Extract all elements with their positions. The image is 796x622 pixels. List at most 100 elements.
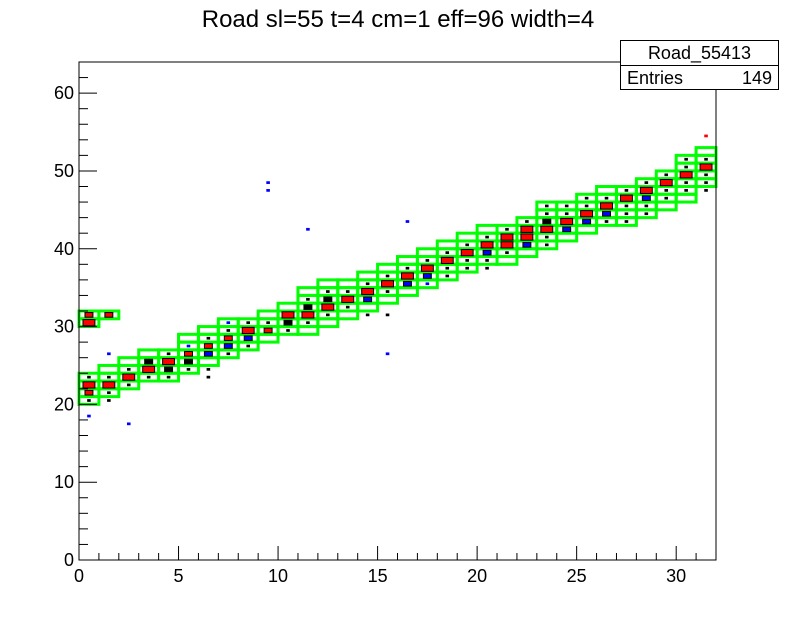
hit-cell [425,282,430,286]
hit-cell [365,282,370,286]
hit-cell [405,266,410,270]
x-tick-label: 5 [174,566,184,586]
x-tick-label: 0 [74,566,84,586]
hit-cell [301,311,315,319]
hit-cell [624,204,629,208]
hit-cell [684,181,688,184]
hit-cell [283,319,293,326]
hit-cell [664,189,669,192]
stats-name: Road_55413 [621,41,778,66]
hit-cell [87,375,91,379]
hit-cell [485,235,489,239]
hit-cell [659,178,673,187]
hit-cell [522,242,532,248]
hit-cell [226,329,231,332]
hit-cell [465,266,469,270]
road-box [97,309,121,321]
hit-cell [226,321,231,325]
hit-cell [639,186,653,195]
hit-cell [184,350,193,357]
x-tick-label: 25 [567,566,587,586]
road-box [97,363,121,375]
hit-cell [306,321,310,325]
hit-cell [624,212,629,216]
hit-cell [584,204,589,208]
hit-cell [562,226,572,233]
hit-cell [286,329,290,332]
hit-cell [644,181,649,184]
hit-cell [460,249,474,257]
hit-cell [402,280,412,287]
y-tick-label: 40 [54,239,74,259]
hit-cell [602,210,611,217]
hit-cell [361,287,375,296]
hit-cell [540,225,554,233]
hit-cell [306,227,310,231]
road-box [455,231,479,243]
hit-cell [203,350,213,357]
hit-cell [266,189,270,192]
road-box [137,348,161,360]
axes: 0 5 10 15 20 25 30 0 10 20 30 40 50 60 [54,61,717,586]
hit-cell [584,196,589,200]
hit-cell [206,336,211,340]
hit-cell [564,204,569,208]
hit-cell [126,422,131,426]
hit-cell [162,357,176,366]
hit-cell [186,367,191,371]
hit-cell [107,391,111,395]
hit-cell [699,163,713,171]
y-tick-label: 0 [64,550,74,570]
hit-cell [107,399,111,402]
road-boxes [77,146,718,406]
hit-cell [604,220,609,223]
hit-cell [84,389,94,396]
hit-cell [684,189,688,192]
hit-cell [142,365,156,373]
hit-cell [465,259,469,262]
road-box [475,223,499,235]
hit-cell [243,335,253,342]
road-box [256,309,280,321]
hit-cell [385,352,390,356]
x-tick-label: 20 [467,566,487,586]
x-tick-label: 15 [368,566,388,586]
hit-cell [560,217,574,226]
hit-cell [505,251,509,255]
road-box [336,278,360,290]
hit-cell [323,296,333,303]
hit-cell [241,326,255,335]
hit-cell [246,344,250,348]
hit-cell [82,381,96,389]
hit-cell [223,343,233,349]
hit-cell [126,367,131,371]
hit-cell [664,173,669,177]
hit-cell [321,303,335,311]
road-box [435,239,459,251]
hit-cell [186,344,191,348]
hit-cell [345,305,350,309]
hit-cell [525,220,529,223]
hit-cell [84,312,94,318]
hit-cell [704,189,708,192]
hit-cell [420,264,434,272]
y-tick-label: 20 [54,394,74,414]
hit-cell [445,251,450,255]
hit-cell [445,274,450,278]
hit-cell [107,375,111,379]
hit-cell [203,343,213,349]
stats-box: Road_55413 Entries 149 [620,40,779,90]
hit-cell [604,196,609,200]
y-tick-label: 10 [54,472,74,492]
road-box [276,301,300,313]
plot-frame [78,61,717,561]
y-tick-label: 30 [54,317,74,337]
road-box [396,255,419,266]
hit-cell [445,266,450,270]
hit-cell [102,381,116,389]
hit-cell [704,134,708,138]
hit-cell [644,204,649,208]
hit-cell [704,181,708,184]
hit-cell [624,220,629,223]
